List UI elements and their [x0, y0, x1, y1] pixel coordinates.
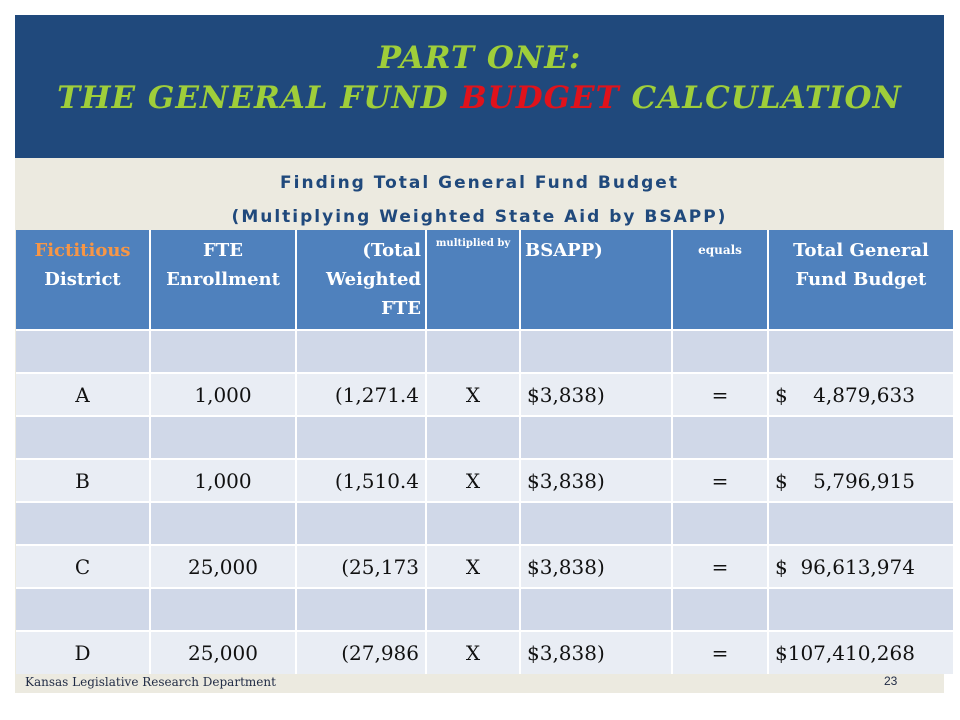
table-row: C 25,000 (25,173 X $3,838) = $ 96,613,97… [16, 544, 953, 588]
title-highlight: BUDGET [460, 80, 620, 116]
subtitle-line-1: Finding Total General Fund Budget [280, 173, 679, 193]
cell-bsapp: $3,838) [520, 458, 673, 502]
cell-weighted: (25,173 [296, 544, 427, 588]
header-equals: equals [672, 230, 769, 330]
footer-source: Kansas Legislative Research Department [25, 675, 276, 689]
title-line-2: THE GENERAL FUND BUDGET CALCULATION [57, 80, 902, 116]
cell-weighted: (1,510.4 [296, 458, 427, 502]
cell-operator: X [426, 630, 521, 674]
slide-title: PART ONE: THE GENERAL FUND BUDGET CALCUL… [15, 38, 944, 118]
cell-fte: 1,000 [150, 372, 297, 416]
title-line-1: PART ONE: [377, 40, 582, 76]
cell-operator: X [426, 544, 521, 588]
cell-equals: = [672, 458, 769, 502]
cell-district: C [16, 544, 151, 588]
table-spacer-row [16, 415, 953, 459]
cell-weighted: (27,986 [296, 630, 427, 674]
cell-total: $ 96,613,974 [768, 544, 953, 588]
page-number: 23 [884, 674, 898, 688]
table-row: D 25,000 (27,986 X $3,838) = $107,410,26… [16, 630, 953, 674]
cell-district: D [16, 630, 151, 674]
cell-operator: X [426, 458, 521, 502]
cell-fte: 25,000 [150, 544, 297, 588]
header-multiplied-by: multiplied by [426, 230, 521, 330]
cell-district: A [16, 372, 151, 416]
subtitle-line-2: (Multiplying Weighted State Aid by BSAPP… [231, 207, 728, 227]
cell-equals: = [672, 372, 769, 416]
table-spacer-row [16, 329, 953, 373]
table-row: B 1,000 (1,510.4 X $3,838) = $ 5,796,915 [16, 458, 953, 502]
cell-bsapp: $3,838) [520, 544, 673, 588]
cell-bsapp: $3,838) [520, 372, 673, 416]
cell-weighted: (1,271.4 [296, 372, 427, 416]
header-district: Fictitious District [16, 230, 151, 330]
cell-total: $ 4,879,633 [768, 372, 953, 416]
cell-total: $ 5,796,915 [768, 458, 953, 502]
budget-table: Fictitious District FTE Enrollment (Tota… [16, 230, 953, 674]
cell-total: $107,410,268 [768, 630, 953, 674]
table-header-row: Fictitious District FTE Enrollment (Tota… [16, 230, 953, 330]
cell-operator: X [426, 372, 521, 416]
slide-subtitle: Finding Total General Fund Budget (Multi… [15, 166, 944, 234]
header-fte: FTE Enrollment [150, 230, 297, 330]
header-weighted-fte: (Total Weighted FTE [296, 230, 427, 330]
table-spacer-row [16, 501, 953, 545]
table-row: A 1,000 (1,271.4 X $3,838) = $ 4,879,633 [16, 372, 953, 416]
cell-fte: 1,000 [150, 458, 297, 502]
cell-bsapp: $3,838) [520, 630, 673, 674]
cell-equals: = [672, 544, 769, 588]
title-banner [15, 15, 944, 158]
cell-equals: = [672, 630, 769, 674]
cell-fte: 25,000 [150, 630, 297, 674]
cell-district: B [16, 458, 151, 502]
header-bsapp: BSAPP) [520, 230, 673, 330]
table-spacer-row [16, 587, 953, 631]
header-total-budget: Total General Fund Budget [768, 230, 953, 330]
